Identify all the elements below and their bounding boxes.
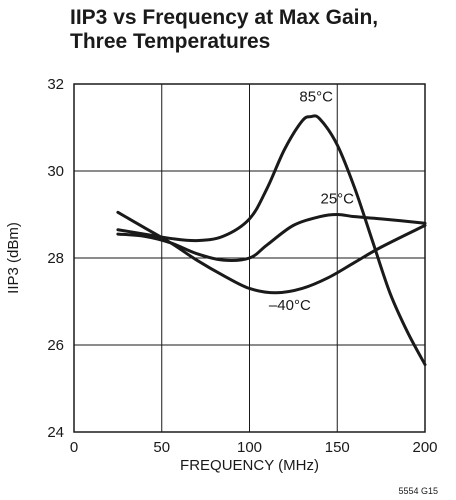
series-annotation: –40°C [269,297,311,314]
chart-title: IIP3 vs Frequency at Max Gain, Three Tem… [70,6,378,54]
y-tick-label: 24 [47,424,64,441]
x-axis-label: FREQUENCY (MHz) [180,457,319,474]
chart-title-line-1: IIP3 vs Frequency at Max Gain, [70,6,379,29]
series-annotation: 25°C [320,191,354,208]
series-line-0 [116,114,427,367]
y-tick-label: 32 [47,76,64,93]
x-tick-label: 150 [325,439,350,456]
y-tick-labels: 24 26 28 30 32 [47,76,64,441]
series-line-2 [116,210,427,295]
series-annotations: 85°C 25°C –40°C [269,88,354,314]
series-annotation: 85°C [299,88,333,105]
x-tick-label: 100 [237,439,262,456]
chart-title-line-2: Three Temperatures [70,30,271,53]
data-series [116,114,427,367]
x-tick-label: 0 [70,439,78,456]
x-tick-labels: 0 50 100 150 200 [70,439,438,456]
y-axis-label: IIP3 (dBm) [5,222,22,294]
y-tick-label: 26 [47,337,64,354]
y-tick-label: 30 [47,163,64,180]
plot-frame [73,83,426,433]
figure-code: 5554 G15 [398,486,438,496]
x-tick-label: 200 [412,439,437,456]
x-tick-label: 50 [153,439,170,456]
y-tick-label: 28 [47,250,64,267]
